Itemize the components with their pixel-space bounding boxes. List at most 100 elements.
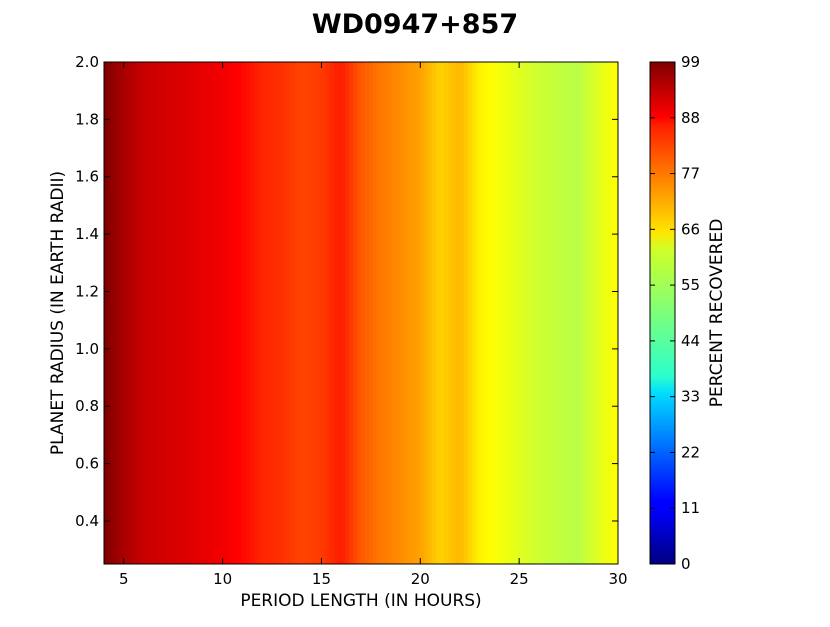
heatmap-band <box>440 62 445 564</box>
heatmap-band <box>111 62 117 564</box>
colorbar-tick-label: 55 <box>681 276 700 294</box>
colorbar-tick-label: 11 <box>681 499 700 517</box>
heatmap-band <box>104 62 109 564</box>
heatmap-band <box>163 62 168 564</box>
heatmap-band <box>289 62 295 564</box>
y-axis-label: PLANET RADIUS (IN EARTH RADII) <box>48 171 68 455</box>
colorbar-tick-label: 66 <box>681 220 700 238</box>
heatmap-band <box>297 62 303 564</box>
heatmap-band <box>574 62 580 564</box>
heatmap-band <box>305 62 311 564</box>
x-tick-label: 25 <box>510 570 529 588</box>
colorbar-tick-label: 88 <box>681 109 700 127</box>
heatmap-band <box>606 62 611 564</box>
heatmap-band <box>210 62 216 564</box>
heatmap-band <box>479 62 485 564</box>
y-tick-label: 1.4 <box>75 225 99 243</box>
heatmap-band <box>582 62 587 564</box>
heatmap-band <box>361 62 366 564</box>
heatmap-band <box>412 62 417 564</box>
heatmap-band <box>123 62 129 564</box>
heatmap-band <box>384 62 390 564</box>
plot-frame <box>103 61 619 565</box>
heatmap-band <box>534 62 540 564</box>
x-tick-label: 5 <box>119 570 129 588</box>
heatmap-band <box>487 62 493 564</box>
heatmap-band <box>155 62 160 564</box>
heatmap-band <box>270 62 275 564</box>
heatmap-band <box>372 62 378 564</box>
heatmap-band <box>392 62 398 564</box>
heatmap-band <box>475 62 481 564</box>
heatmap-band <box>179 62 184 564</box>
heatmap-band <box>527 62 532 564</box>
heatmap-band <box>171 62 176 564</box>
heatmap-band <box>159 62 164 564</box>
heatmap-band <box>321 62 327 564</box>
heatmap-band <box>459 62 465 564</box>
heatmap-band <box>566 62 572 564</box>
y-tick-label: 0.6 <box>75 455 99 473</box>
colorbar-tick-label: 22 <box>681 443 700 461</box>
y-tick-label: 0.8 <box>75 397 99 415</box>
heatmap-band <box>483 62 489 564</box>
heatmap-band <box>127 62 133 564</box>
heatmap-band <box>586 62 591 564</box>
y-tick-label: 1.2 <box>75 282 99 300</box>
heatmap-band <box>614 62 618 564</box>
heatmap-band <box>234 62 240 564</box>
y-tick-label: 2.0 <box>75 53 99 71</box>
heatmap-band <box>400 62 406 564</box>
heatmap-band <box>266 62 271 564</box>
heatmap-band <box>281 62 287 564</box>
heatmap-band <box>408 62 413 564</box>
x-tick-label: 20 <box>411 570 430 588</box>
heatmap-band <box>190 62 196 564</box>
heatmap-band <box>277 62 283 564</box>
heatmap-band <box>562 62 568 564</box>
heatmap-band <box>451 62 457 564</box>
heatmap-band <box>194 62 200 564</box>
x-tick-label: 10 <box>213 570 232 588</box>
heatmap-band <box>107 62 113 564</box>
heatmap-band <box>467 62 473 564</box>
heatmap-band <box>353 62 358 564</box>
heatmap-band <box>432 62 437 564</box>
heatmap-band <box>503 62 508 564</box>
heatmap-band <box>578 62 584 564</box>
colorbar-tick-label: 33 <box>681 388 700 406</box>
heatmap-band <box>376 62 382 564</box>
heatmap-band <box>420 62 425 564</box>
heatmap-band <box>226 62 232 564</box>
heatmap-band <box>222 62 228 564</box>
heatmap-band <box>428 62 433 564</box>
y-tick-label: 1.0 <box>75 340 99 358</box>
colorbar-label: PERCENT RECOVERED <box>707 219 727 408</box>
heatmap-band <box>511 62 516 564</box>
heatmap-band <box>542 62 548 564</box>
heatmap-band <box>167 62 172 564</box>
heatmap-band <box>230 62 236 564</box>
heatmap-band <box>131 62 137 564</box>
heatmap-band <box>463 62 469 564</box>
heatmap-band <box>151 62 156 564</box>
heatmap-band <box>610 62 615 564</box>
heatmap-band <box>147 62 153 564</box>
heatmap-band <box>602 62 607 564</box>
heatmap-band <box>119 62 125 564</box>
y-tick-label: 0.4 <box>75 512 99 530</box>
heatmap-band <box>274 62 279 564</box>
heatmap-band <box>531 62 536 564</box>
heatmap-band <box>258 62 263 564</box>
heatmap-band <box>471 62 477 564</box>
x-tick-label: 15 <box>312 570 331 588</box>
chart-title: WD0947+857 <box>312 9 518 40</box>
heatmap-band <box>143 62 149 564</box>
heatmap-band <box>447 62 453 564</box>
heatmap-band <box>337 62 342 564</box>
heatmap-band <box>333 62 338 564</box>
heatmap-band <box>198 62 204 564</box>
heatmap-band <box>598 62 603 564</box>
heatmap-band <box>317 62 323 564</box>
x-tick-label: 30 <box>608 570 627 588</box>
